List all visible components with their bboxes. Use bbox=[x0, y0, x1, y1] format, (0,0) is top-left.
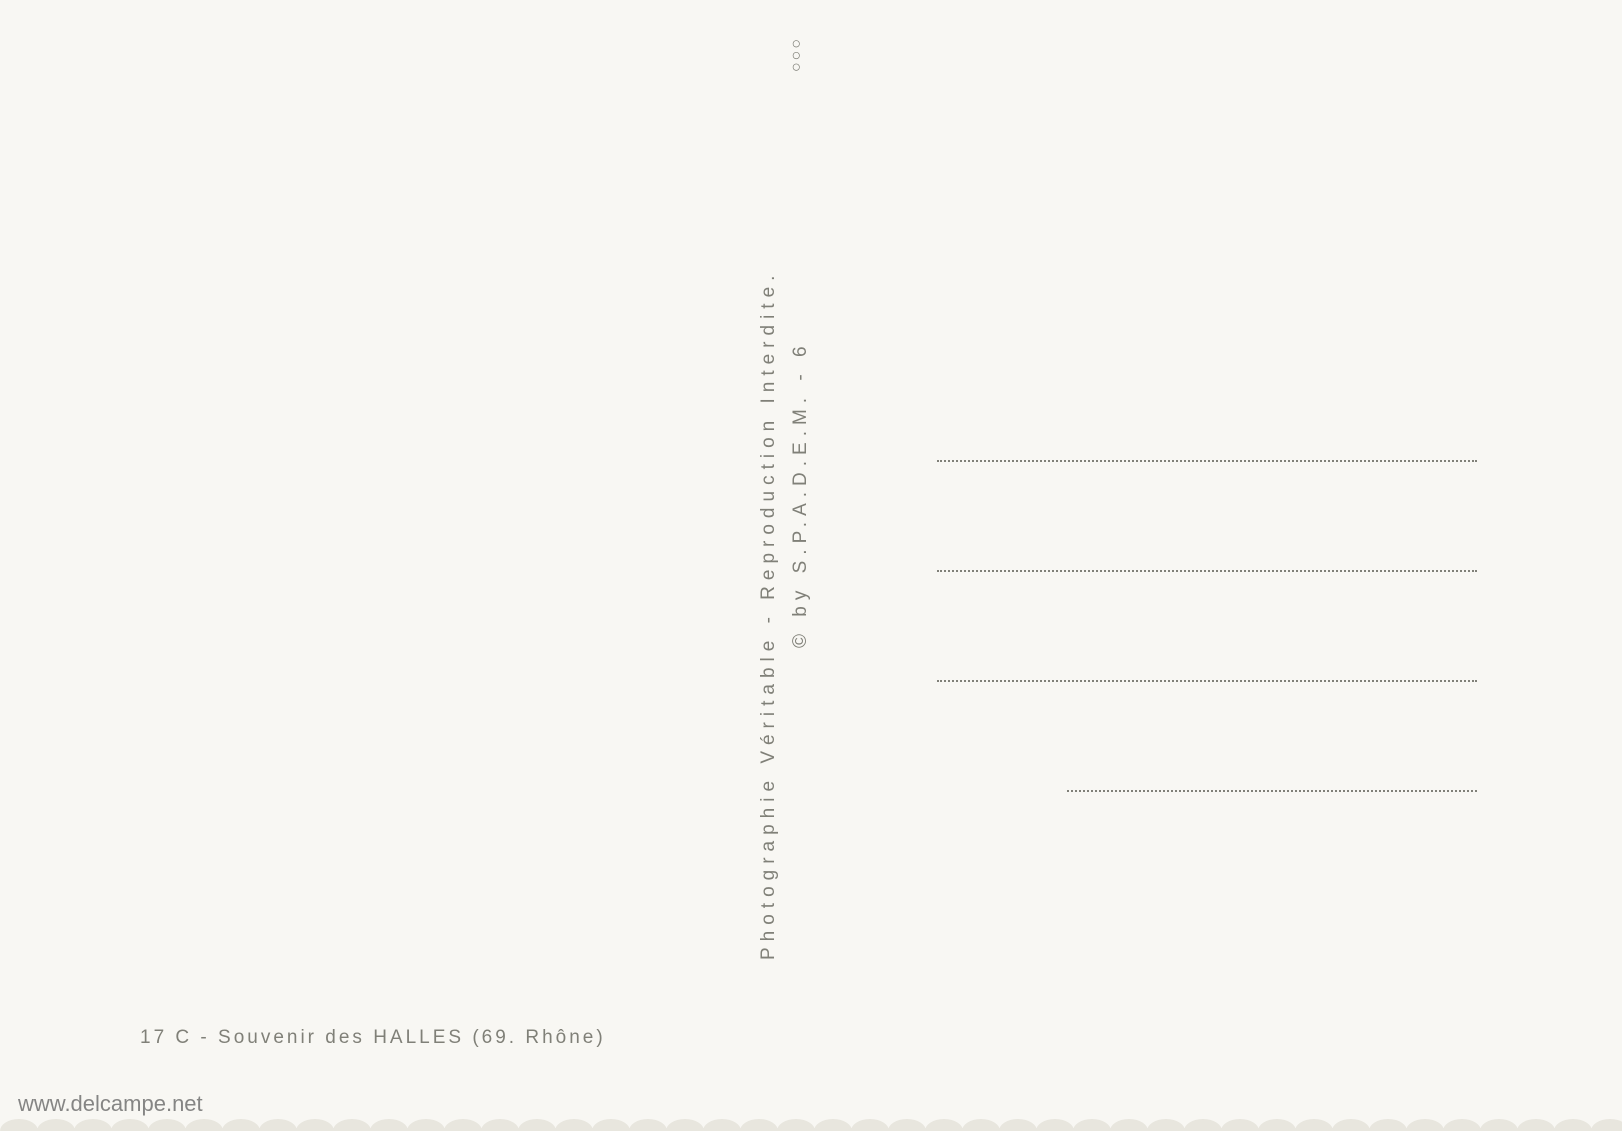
decoration-circles: ○○○ bbox=[788, 37, 806, 72]
postcard-caption: 17 C - Souvenir des HALLES (69. Rhône) bbox=[140, 1027, 606, 1049]
address-line-short bbox=[1067, 790, 1477, 792]
address-area bbox=[937, 460, 1477, 792]
address-line bbox=[937, 680, 1477, 682]
address-line bbox=[937, 570, 1477, 572]
postcard-back: ○○○ Photographie Véritable - Reproductio… bbox=[0, 0, 1622, 1131]
address-line bbox=[937, 460, 1477, 462]
center-divider-text-main: Photographie Véritable - Reproduction In… bbox=[758, 270, 780, 960]
scallop-pattern bbox=[0, 1119, 1622, 1131]
center-divider-copyright: © by S.P.A.D.E.M. - 6 bbox=[790, 340, 812, 648]
scalloped-border bbox=[0, 1113, 1622, 1131]
